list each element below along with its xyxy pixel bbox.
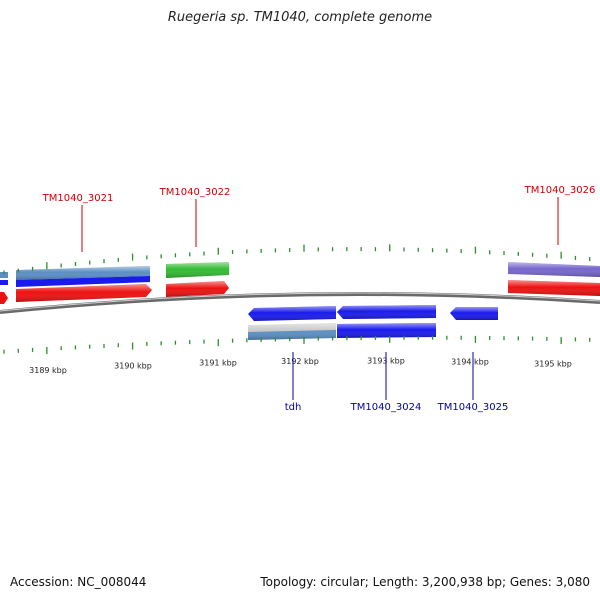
label-tdh: tdh	[285, 402, 302, 413]
label-tm1040-3026: TM1040_3026	[524, 185, 596, 196]
tick-labels: 3189 kbp 3190 kbp 3191 kbp 3192 kbp 3193 kbp…	[29, 357, 572, 375]
feature-left-lightblue	[0, 272, 8, 278]
feature-left-red	[0, 292, 8, 304]
diagram-title: Ruegeria sp. TM1040, complete genome	[167, 10, 433, 25]
tick-marks-top	[3, 244, 591, 275]
cds-tm1040-3021-blue	[16, 276, 150, 287]
feature-left-blue	[0, 280, 8, 285]
tick-label: 3189 kbp	[29, 366, 67, 375]
gene-tdh-blue-shade	[248, 306, 336, 321]
tick-label: 3191 kbp	[199, 359, 237, 368]
genome-backbone-highlight	[0, 292, 600, 312]
gene-tm1040-3022-red-shade	[166, 281, 229, 297]
gene-tm1040-3021-lightblue-shade	[16, 266, 150, 280]
gene-tm1040-3026-red-shade	[508, 280, 600, 296]
gene-tm1040-3024-blue-shade	[337, 305, 436, 319]
label-tm1040-3021: TM1040_3021	[42, 193, 114, 204]
gene-tdh-lightblue-shade	[248, 323, 336, 340]
gene-tm1040-3026-purple-shade	[508, 262, 600, 277]
tick-label: 3194 kbp	[451, 357, 489, 366]
genome-summary-text: Topology: circular; Length: 3,200,938 bp…	[260, 575, 590, 589]
gene-tm1040-3025-blue-shade	[450, 307, 498, 320]
genome-backbone	[0, 292, 600, 314]
gene-tm1040-3022-green-shade	[166, 262, 229, 278]
label-tm1040-3024: TM1040_3024	[350, 402, 422, 413]
cds-tm1040-3024-blue-shade	[337, 323, 436, 338]
tick-label: 3195 kbp	[534, 359, 572, 368]
accession-text: Accession: NC_008044	[10, 575, 147, 589]
tick-label: 3192 kbp	[281, 357, 319, 366]
tick-label: 3190 kbp	[114, 362, 152, 371]
label-tm1040-3025: TM1040_3025	[437, 402, 509, 413]
label-tm1040-3022: TM1040_3022	[159, 187, 231, 198]
tick-marks-bottom	[3, 335, 591, 355]
gene-tm1040-3021-red-shade	[16, 284, 152, 302]
